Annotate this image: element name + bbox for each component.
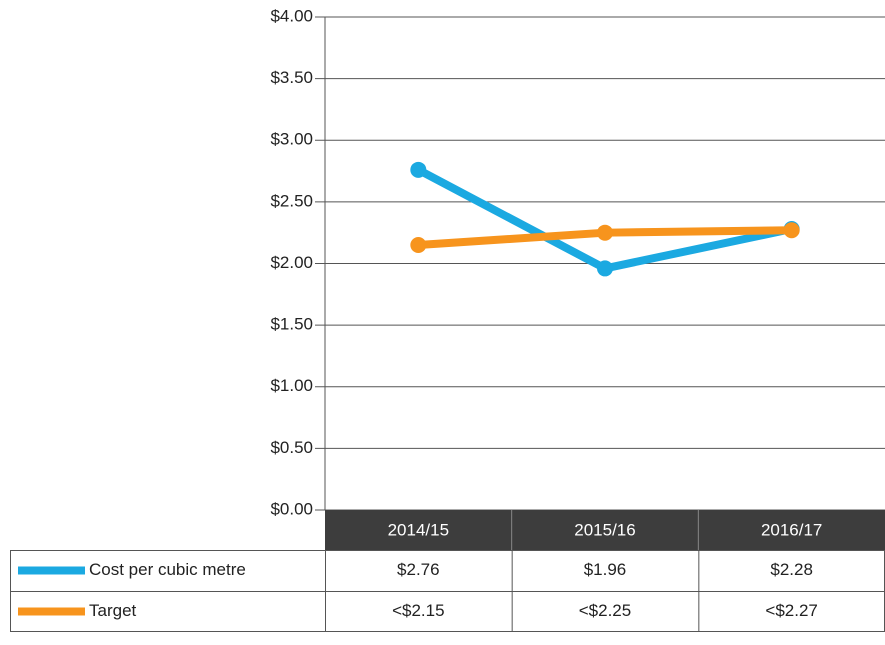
- y-tick-label: $2.50: [270, 191, 313, 210]
- data-label: <$2.15: [392, 601, 444, 620]
- y-tick-label: $0.00: [270, 499, 313, 518]
- data-label: <$2.27: [765, 601, 817, 620]
- series-line: [416, 166, 793, 273]
- y-tick-label: $4.00: [270, 6, 313, 25]
- legend-label: Cost per cubic metre: [89, 560, 246, 579]
- y-tick-label: $0.50: [270, 438, 313, 457]
- data-label: $2.28: [770, 560, 813, 579]
- data-label: $1.96: [584, 560, 627, 579]
- x-tick-label: 2015/16: [574, 520, 635, 539]
- y-tick-label: $1.00: [270, 376, 313, 395]
- y-tick-label: $3.50: [270, 68, 313, 87]
- point: [597, 224, 613, 241]
- y-tick-label: $1.50: [270, 315, 313, 334]
- y-tick-label: $3.00: [270, 130, 313, 149]
- x-tick-label: 2016/17: [761, 520, 822, 539]
- point: [410, 237, 427, 254]
- legend-swatch: [18, 566, 85, 575]
- data-label: <$2.25: [579, 601, 631, 620]
- x-tick-label: 2014/15: [388, 520, 449, 539]
- table-header: [325, 510, 885, 550]
- point: [783, 222, 800, 239]
- legend-swatch: [18, 607, 85, 616]
- point: [410, 161, 427, 178]
- data-label: $2.76: [397, 560, 440, 579]
- legend-label: Target: [89, 601, 137, 620]
- point: [597, 260, 613, 277]
- y-tick-label: $2.00: [270, 253, 313, 272]
